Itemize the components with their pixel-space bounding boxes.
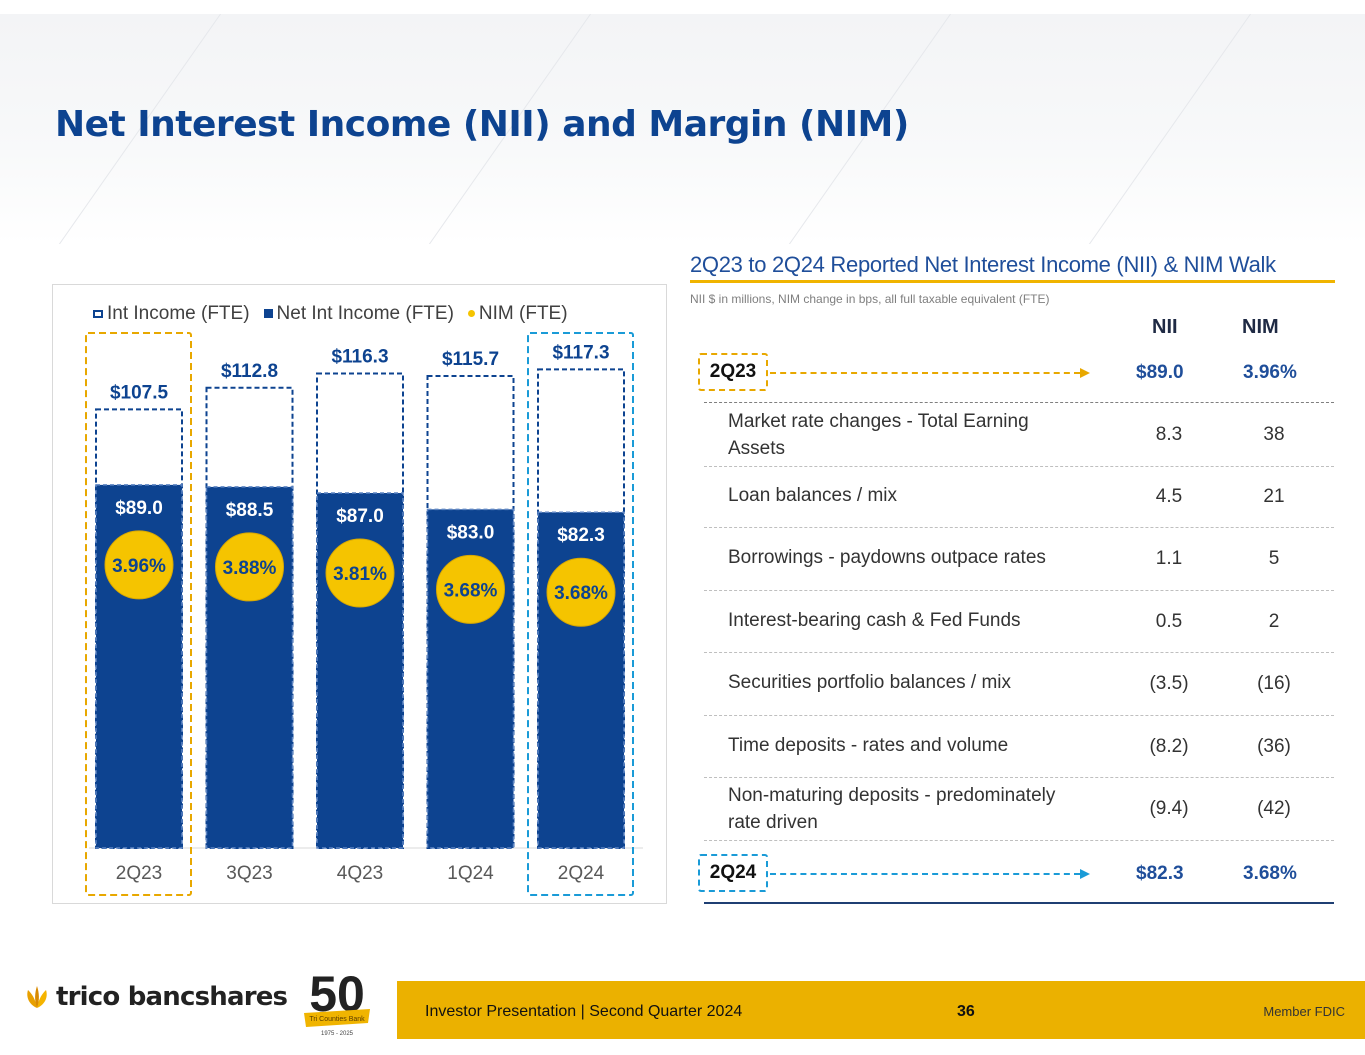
walk-row-label: Interest-bearing cash & Fed Funds [728, 609, 1021, 631]
footer-presentation: Investor Presentation | Second Quarter 2… [425, 1003, 743, 1020]
legend-label: NIM (FTE) [478, 303, 568, 324]
net-int-income-bar-outline [205, 486, 294, 849]
company-name: trico bancshares [56, 982, 288, 1012]
int-income-label: $117.3 [552, 342, 609, 363]
footer-bar: Investor Presentation | Second Quarter 2… [397, 981, 1365, 1039]
walk-bottom-rule [704, 902, 1334, 904]
walk-row-label: Market rate changes - Total Earning Asse… [728, 411, 1029, 459]
walk-row-nim: (36) [1257, 735, 1291, 757]
walk-row-nii: 0.5 [1155, 610, 1183, 632]
nim-marker [436, 554, 505, 624]
x-tick-label: 3Q23 [226, 863, 272, 884]
walk-start-label: 2Q23 [698, 353, 768, 391]
walk-end-nii: $82.3 [1136, 863, 1184, 884]
walk-row-label: Time deposits - rates and volume [728, 734, 1009, 756]
walk-row-label: Borrowings - paydowns outpace rates [728, 547, 1046, 568]
walk-row-nim: 5 [1268, 548, 1280, 569]
page-title: Net Interest Income (NII) and Margin (NI… [55, 104, 909, 145]
column-header-nim: NIM [1242, 316, 1279, 338]
legend-swatch-dashed-icon [93, 309, 103, 318]
walk-row-nim: (42) [1257, 798, 1291, 819]
chart-plot: $107.5 $89.0 3.96% 2Q23 $112.8 $88.5 3.88% 3Q23… [85, 332, 643, 896]
walk-row: Market rate changes - Total Earning Asse… [704, 402, 1334, 467]
trico-logo: trico bancshares [24, 982, 288, 1012]
walk-subtitle: NII $ in millions, NIM change in bps, al… [690, 292, 1050, 306]
walk-start-nii: $89.0 [1136, 362, 1184, 383]
walk-row-nii: (8.2) [1149, 735, 1189, 757]
walk-row-nii: (3.5) [1149, 673, 1189, 694]
walk-row: Non-maturing deposits - predominately ra… [704, 777, 1334, 841]
column-header-nii: NII [1152, 316, 1178, 338]
nim-label: 3.96% [112, 556, 166, 577]
nim-label: 3.68% [554, 583, 608, 604]
net-int-income-bar-outline [95, 484, 183, 849]
walk-title-underline [690, 280, 1335, 283]
walk-row: Time deposits - rates and volume (8.2) (36… [704, 715, 1334, 778]
x-tick-label: 1Q24 [447, 863, 494, 884]
walk-row-nim: 38 [1263, 424, 1285, 445]
nim-marker [546, 557, 616, 627]
legend-label: Int Income (FTE) [107, 303, 250, 324]
fifty-year-badge: 50 Tri Counties Bank 1975 - 2025 [304, 966, 370, 1037]
walk-row: Securities portfolio balances / mix (3.5)… [704, 652, 1334, 716]
walk-row: Interest-bearing cash & Fed Funds 0.5 2 [704, 590, 1334, 653]
net-int-income-label: $82.3 [557, 525, 605, 546]
walk-row: Borrowings - paydowns outpace rates 1.1 5 [704, 527, 1334, 591]
walk-row-label: Non-maturing deposits - predominately ra… [728, 785, 1056, 833]
net-int-income-bar-outline [537, 511, 625, 849]
walk-row-label: Loan balances / mix [728, 484, 897, 506]
legend-item-net-int-income: Net Int Income (FTE) [263, 303, 454, 325]
highlight-box [85, 332, 192, 896]
legend-label: Net Int Income (FTE) [276, 303, 454, 324]
header-background [0, 14, 1365, 244]
page-number: 36 [957, 1003, 975, 1020]
legend-swatch-dot-icon [467, 310, 475, 318]
x-tick-label: 2Q23 [116, 863, 162, 884]
walk-row-nim: 2 [1268, 610, 1280, 632]
walk-row-nim: (16) [1257, 673, 1291, 694]
net-int-income-label: $87.0 [336, 506, 384, 527]
int-income-label: $116.3 [331, 346, 388, 367]
int-income-label: $112.8 [221, 361, 278, 382]
nii-nim-walk: 2Q23 to 2Q24 Reported Net Interest Incom… [690, 252, 1338, 912]
legend-swatch-square-icon [263, 309, 273, 319]
legend-item-nim: NIM (FTE) [467, 303, 568, 325]
walk-row-nim: 21 [1263, 485, 1285, 507]
nii-nim-chart: Int Income (FTE) Net Int Income (FTE) NI… [52, 284, 667, 904]
int-income-label: $107.5 [110, 382, 169, 403]
trico-leaf-icon [27, 986, 47, 1008]
x-tick-label: 4Q23 [337, 863, 383, 884]
walk-row-nii: 1.1 [1155, 548, 1183, 569]
net-int-income-label: $83.0 [447, 522, 495, 543]
walk-end-nim: 3.68% [1243, 863, 1297, 884]
int-income-label: $115.7 [442, 349, 499, 370]
net-int-income-label: $89.0 [115, 498, 163, 519]
walk-row-nii: 8.3 [1155, 424, 1183, 445]
walk-title: 2Q23 to 2Q24 Reported Net Interest Incom… [690, 252, 1276, 277]
walk-row-nii: (9.4) [1149, 798, 1189, 819]
badge-years: 1975 - 2025 [321, 1031, 354, 1037]
walk-start-arrow-icon [770, 368, 1090, 378]
walk-end-arrow-icon [770, 869, 1090, 879]
member-fdic: Member FDIC [1263, 1004, 1345, 1019]
legend-item-int-income: Int Income (FTE) [93, 303, 250, 325]
badge-banner: Tri Counties Bank [309, 1016, 365, 1023]
nim-label: 3.81% [333, 564, 387, 585]
walk-row: Loan balances / mix 4.5 21 [704, 465, 1334, 528]
net-int-income-bar-outline [316, 492, 404, 849]
nim-marker [325, 538, 395, 608]
nim-marker [215, 532, 284, 602]
walk-row-nii: 4.5 [1155, 485, 1183, 507]
net-int-income-label: $88.5 [226, 500, 274, 521]
nim-marker [104, 530, 174, 600]
chart-legend: Int Income (FTE) Net Int Income (FTE) NI… [93, 303, 568, 325]
net-int-income-bar-outline [426, 508, 515, 849]
walk-row-label: Securities portfolio balances / mix [728, 672, 1012, 693]
highlight-box [527, 332, 634, 896]
walk-end-label: 2Q24 [698, 854, 768, 892]
nim-label: 3.68% [444, 580, 498, 601]
walk-start-nim: 3.96% [1243, 362, 1297, 383]
x-tick-label: 2Q24 [558, 863, 605, 884]
nim-label: 3.88% [223, 558, 277, 579]
